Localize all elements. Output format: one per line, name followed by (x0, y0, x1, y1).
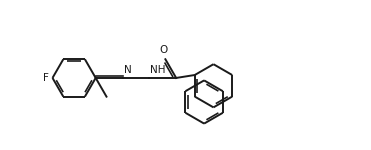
Text: O: O (159, 45, 168, 55)
Text: F: F (43, 73, 49, 83)
Text: N: N (124, 66, 132, 75)
Text: NH: NH (150, 66, 165, 75)
